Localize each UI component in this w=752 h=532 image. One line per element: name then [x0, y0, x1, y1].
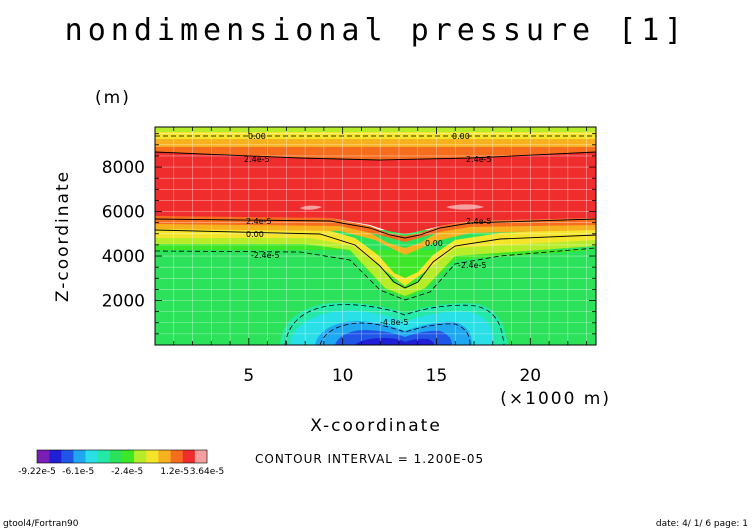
x-tick-label: 20 [519, 366, 541, 386]
colorbar-label: -9.22e-5 [18, 467, 56, 477]
contour-line-negative-3 [319, 322, 471, 345]
contour-label: 2.4e-5 [466, 155, 492, 164]
colorbar-swatch [97, 450, 111, 463]
contour-label: 0.00 [452, 132, 470, 141]
x-tick-label: 5 [243, 366, 254, 386]
y-tick-label: 8000 [102, 158, 145, 178]
contour-label: 2.4e-5 [466, 217, 492, 226]
colorbar-swatch [146, 450, 159, 463]
colorbar-swatch [158, 450, 171, 463]
band-top-lightgreen [155, 127, 596, 134]
colorbar-swatch [73, 450, 86, 463]
colorbar-label: 3.64e-5 [190, 467, 225, 477]
colorbar-swatch [122, 450, 135, 463]
colorbar-label: -6.1e-5 [62, 467, 94, 477]
y-tick-label: 6000 [102, 203, 145, 223]
contour-label: -2.4e-5 [251, 251, 280, 260]
contour-label: -2.4e-5 [458, 261, 487, 270]
y-axis-label: Z-coordinate [53, 170, 73, 302]
contour-label: 0.00 [425, 239, 443, 248]
contour-label: 0.00 [248, 132, 266, 141]
contour-label: 2.4e-5 [244, 155, 270, 164]
x-tick-label: 15 [426, 366, 448, 386]
colorbar-swatch [37, 450, 50, 463]
contour-line-lower-zero [155, 229, 596, 289]
contour-line-negative-1 [155, 247, 596, 301]
contour-line-lower-positive [155, 218, 596, 239]
contour-line-upper-positive [155, 151, 596, 161]
band-lower-yellow [155, 224, 596, 286]
axes: 5 10 15 20 2000 4000 6000 8000 [102, 127, 596, 386]
y-tick-label: 4000 [102, 247, 145, 267]
plot-frame [154, 126, 597, 346]
colorbar-label: -2.4e-5 [111, 467, 143, 477]
x-axis-unit: (×1000 m) [500, 389, 611, 409]
chart-title: nondimensional pressure [1] [65, 13, 688, 48]
band-red-core [155, 152, 596, 234]
contour-interval: CONTOUR INTERVAL = 1.200E-05 [255, 452, 484, 466]
contour-field [155, 127, 596, 345]
colorbar-swatch [109, 450, 123, 463]
colorbar-swatch [194, 450, 208, 463]
contour-label: 0.00 [246, 230, 264, 239]
colorbar: -9.22e-5 -6.1e-5 -2.4e-5 1.2e-5 3.64e-5 [18, 449, 225, 477]
colorbar-swatch [170, 450, 184, 463]
footer-left: gtool4/Fortran90 [3, 519, 79, 529]
y-tick-label: 2000 [102, 292, 145, 312]
x-tick-label: 10 [332, 366, 354, 386]
band-lower-darkblue [355, 338, 434, 345]
footer-right: date: 4/ 1/ 6 page: 1 [656, 519, 748, 529]
colorbar-swatch [182, 450, 196, 463]
spot-pink-left [300, 205, 322, 210]
x-axis-label: X-coordinate [310, 416, 442, 436]
colorbar-swatch [61, 450, 74, 463]
contour-label: 2.4e-5 [246, 217, 272, 226]
contour-label: -4.8e-5 [380, 318, 409, 327]
band-middle-darkorange [155, 215, 596, 242]
colorbar-swatch [85, 450, 99, 463]
y-axis-unit: (m) [95, 88, 131, 108]
colorbar-swatch [134, 450, 147, 463]
grid [155, 127, 596, 345]
band-upper-darkorange [155, 147, 596, 160]
colorbar-frame [36, 449, 208, 464]
band-middle-orange [155, 218, 596, 255]
contour-line-negative-2 [284, 304, 505, 345]
colorbar-swatch [49, 450, 62, 463]
contour-labels: 0.00 0.00 2.4e-5 2.4e-5 2.4e-5 2.4e-5 0.… [244, 132, 492, 327]
contour-lines [155, 135, 596, 345]
colorbar-label: 1.2e-5 [160, 467, 189, 477]
